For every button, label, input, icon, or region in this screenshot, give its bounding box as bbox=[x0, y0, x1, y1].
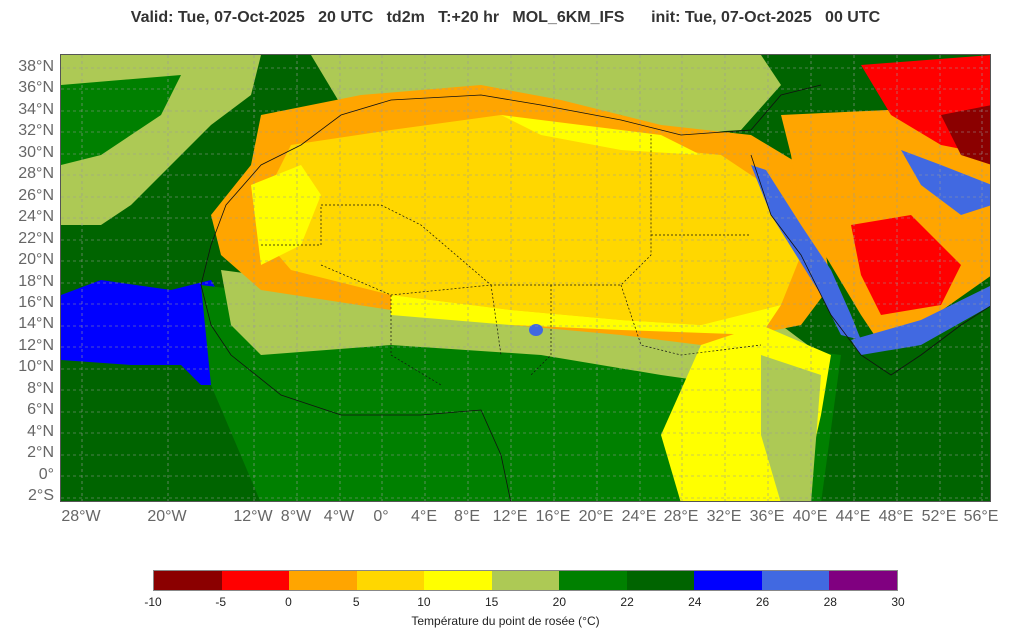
latitude-label: 28°N bbox=[18, 165, 54, 183]
gulf-of-aden bbox=[851, 285, 990, 355]
longitude-label: 12°E bbox=[492, 508, 528, 525]
colorbar-segment bbox=[154, 571, 222, 590]
latitude-label: 8°N bbox=[27, 379, 54, 397]
longitude-label: 40°E bbox=[792, 508, 828, 525]
latitude-label: 30°N bbox=[18, 143, 54, 161]
longitude-label: 36°E bbox=[749, 508, 785, 525]
country-border-lines bbox=[261, 135, 762, 386]
latitude-label: 22°N bbox=[18, 229, 54, 247]
red-sea bbox=[751, 165, 861, 340]
latitude-label: 4°N bbox=[27, 422, 54, 440]
colorbar-segment bbox=[424, 571, 492, 590]
colorbar-segment bbox=[289, 571, 357, 590]
colorbar-segment bbox=[356, 571, 425, 590]
latitude-label: 36°N bbox=[18, 79, 54, 97]
colorbar-label: Température du point de rosée (°C) bbox=[411, 614, 600, 628]
lake-chad bbox=[529, 324, 543, 336]
dewpoint-map bbox=[60, 54, 991, 502]
longitude-label: 0° bbox=[373, 508, 389, 525]
longitude-label: 52°E bbox=[921, 508, 957, 525]
latitude-label: 10°N bbox=[18, 358, 54, 376]
map-title: Valid: Tue, 07-Oct-2025 20 UTC td2m T:+2… bbox=[130, 9, 881, 26]
longitude-label: 4°W bbox=[323, 508, 355, 525]
latitude-label: 18°N bbox=[18, 272, 54, 290]
latitude-label: 0° bbox=[38, 465, 54, 483]
libya-yellow-band bbox=[501, 115, 701, 155]
longitude-label: 20°W bbox=[147, 508, 187, 525]
colorbar-tick-label: 10 bbox=[417, 595, 431, 609]
latitude-label: 26°N bbox=[18, 186, 54, 204]
iran-darkred-region bbox=[941, 105, 990, 165]
western-sahara-yellow bbox=[251, 165, 321, 265]
atlantic-green-region bbox=[61, 75, 181, 165]
colorbar-tick-label: 22 bbox=[620, 595, 634, 609]
latitude-label: 20°N bbox=[18, 251, 54, 269]
arabian-sea bbox=[841, 276, 990, 501]
latitude-label: 32°N bbox=[18, 122, 54, 140]
colorbar-tick-label: 20 bbox=[552, 595, 567, 609]
latitude-label: 16°N bbox=[18, 293, 54, 311]
colorbar-segment bbox=[761, 571, 830, 590]
colorbar-segment bbox=[491, 571, 560, 590]
colorbar-segment bbox=[694, 571, 762, 590]
latitude-label: 38°N bbox=[18, 58, 54, 75]
persian-gulf bbox=[901, 150, 990, 215]
sahara-gold-region bbox=[261, 115, 801, 325]
map-canvas bbox=[61, 55, 990, 501]
atlantic-blue-patch bbox=[61, 280, 241, 385]
latitude-label: 34°N bbox=[18, 100, 54, 118]
coastline-lines bbox=[200, 84, 990, 501]
colorbar-segment bbox=[559, 571, 627, 590]
colorbar-tick-label: 28 bbox=[823, 595, 837, 609]
colorbar-tick-label: -10 bbox=[144, 595, 162, 609]
gridline-lines bbox=[61, 55, 990, 501]
colorbar-segment bbox=[829, 571, 898, 590]
longitude-label: 28°W bbox=[61, 508, 101, 525]
longitude-label: 32°E bbox=[706, 508, 742, 525]
longitude-label: 44°E bbox=[835, 508, 871, 525]
colorbar-tick-label: 24 bbox=[688, 595, 702, 609]
mediterranean-region bbox=[311, 55, 781, 135]
longitude-label: 8°E bbox=[454, 508, 480, 525]
longitude-label: 24°E bbox=[621, 508, 657, 525]
longitude-label: 12°W bbox=[233, 508, 273, 525]
colorbar-tick-label: 30 bbox=[891, 595, 905, 609]
latitude-label: 12°N bbox=[18, 336, 54, 354]
colorbar bbox=[153, 570, 898, 591]
longitude-label: 20°E bbox=[578, 508, 614, 525]
longitude-label: 4°E bbox=[411, 508, 437, 525]
sahel-yellow-band bbox=[391, 295, 781, 335]
colorbar-tick-label: 5 bbox=[352, 595, 360, 609]
latitude-label: 6°N bbox=[27, 401, 54, 419]
colorbar-tick-label: 26 bbox=[755, 595, 770, 609]
latitude-label: 2°N bbox=[27, 444, 54, 462]
longitude-label: 16°E bbox=[535, 508, 571, 525]
latitude-label: 24°N bbox=[18, 208, 54, 226]
latitude-label: 14°N bbox=[18, 315, 54, 333]
colorbar-tick-label: 0 bbox=[285, 595, 292, 609]
colorbar-tick-label: 15 bbox=[484, 595, 499, 609]
longitude-label: 8°W bbox=[280, 508, 312, 525]
longitude-label: 56°E bbox=[963, 508, 999, 525]
colorbar-tick-label: -5 bbox=[215, 595, 227, 609]
colorbar-segment bbox=[221, 571, 290, 590]
colorbar-segment bbox=[626, 571, 695, 590]
ethiopia-green bbox=[761, 355, 821, 501]
latitude-label: 2°S bbox=[28, 487, 54, 504]
longitude-label: 48°E bbox=[878, 508, 914, 525]
longitude-label: 28°E bbox=[663, 508, 699, 525]
